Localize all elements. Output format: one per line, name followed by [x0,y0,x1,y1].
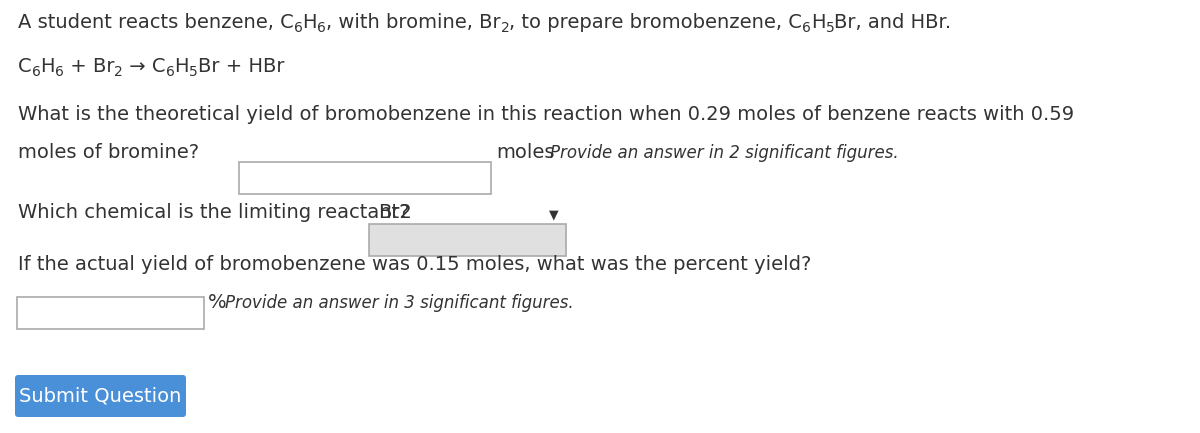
Text: Br2: Br2 [378,203,412,222]
Text: 6: 6 [317,21,326,35]
Text: Br, and HBr.: Br, and HBr. [834,13,952,32]
Text: Provide an answer in 2 significant figures.: Provide an answer in 2 significant figur… [550,144,899,162]
Text: Br + HBr: Br + HBr [198,57,284,76]
Text: , with bromine, Br: , with bromine, Br [326,13,500,32]
Text: H: H [174,57,190,76]
Text: What is the theoretical yield of bromobenzene in this reaction when 0.29 moles o: What is the theoretical yield of bromobe… [18,105,1074,124]
Text: 2: 2 [114,65,124,79]
Text: , to prepare bromobenzene, C: , to prepare bromobenzene, C [509,13,803,32]
Text: → C: → C [124,57,166,76]
Text: If the actual yield of bromobenzene was 0.15 moles, what was the percent yield?: If the actual yield of bromobenzene was … [18,255,811,274]
Text: H: H [41,57,55,76]
Text: 6: 6 [166,65,174,79]
Text: H: H [302,13,317,32]
Text: C: C [18,57,31,76]
FancyBboxPatch shape [370,224,566,256]
Text: + Br: + Br [64,57,114,76]
Text: H: H [811,13,826,32]
Text: Which chemical is the limiting reactant?: Which chemical is the limiting reactant? [18,203,409,222]
FancyBboxPatch shape [17,297,204,329]
Text: Submit Question: Submit Question [19,387,181,405]
Text: 6: 6 [294,21,302,35]
Text: 6: 6 [803,21,811,35]
Text: A student reacts benzene, C: A student reacts benzene, C [18,13,294,32]
FancyBboxPatch shape [14,375,186,417]
Text: 6: 6 [55,65,64,79]
FancyBboxPatch shape [239,162,491,194]
Text: moles of bromine?: moles of bromine? [18,143,199,162]
Text: 2: 2 [500,21,509,35]
Text: ▼: ▼ [550,208,559,221]
Text: %: % [208,293,227,312]
Text: moles: moles [496,143,554,162]
Text: 5: 5 [826,21,834,35]
Text: 6: 6 [31,65,41,79]
Text: Provide an answer in 3 significant figures.: Provide an answer in 3 significant figur… [226,294,574,312]
Text: 5: 5 [190,65,198,79]
